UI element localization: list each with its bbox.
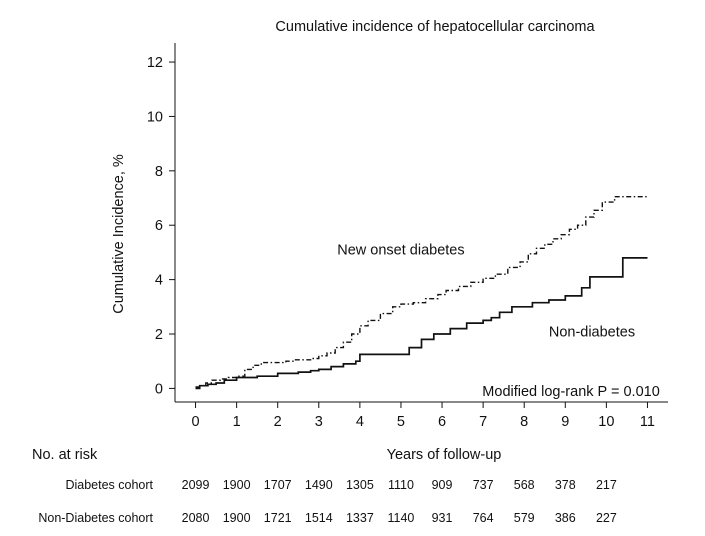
y-tick-label: 10 bbox=[147, 109, 163, 125]
x-tick-label: 9 bbox=[561, 414, 569, 430]
risk-count: 1490 bbox=[305, 478, 333, 492]
risk-count: 764 bbox=[473, 511, 494, 525]
risk-count: 1707 bbox=[264, 478, 292, 492]
series-line-non-diabetes bbox=[195, 257, 648, 390]
x-tick-label: 4 bbox=[356, 414, 364, 430]
x-tick-label: 7 bbox=[479, 414, 487, 430]
risk-count: 1721 bbox=[264, 511, 292, 525]
risk-count: 1900 bbox=[223, 478, 251, 492]
x-tick-label: 10 bbox=[598, 414, 614, 430]
y-axis-label: Cumulative Incidence, % bbox=[111, 154, 127, 314]
x-tick-label: 5 bbox=[397, 414, 405, 430]
risk-row-label: Diabetes cohort bbox=[65, 478, 153, 492]
risk-count: 386 bbox=[555, 511, 576, 525]
series-layer bbox=[195, 196, 648, 390]
x-tick-label: 2 bbox=[274, 414, 282, 430]
x-tick-label: 1 bbox=[233, 414, 241, 430]
risk-count: 1110 bbox=[388, 478, 414, 492]
risk-count: 2099 bbox=[182, 478, 210, 492]
new-onset-diabetes-label: New onset diabetes bbox=[337, 243, 464, 259]
risk-row-label: Non-Diabetes cohort bbox=[38, 511, 153, 525]
risk-count: 2080 bbox=[182, 511, 210, 525]
y-tick-label: 12 bbox=[147, 55, 163, 71]
risk-count: 217 bbox=[596, 478, 617, 492]
risk-table: Diabetes cohort 2099 1900 1707 1490 1305 1110 9… bbox=[38, 478, 617, 525]
x-axis-label: Years of follow-up bbox=[387, 447, 502, 463]
risk-count: 579 bbox=[514, 511, 535, 525]
risk-count: 378 bbox=[555, 478, 576, 492]
risk-count: 1337 bbox=[346, 511, 374, 525]
risk-count: 1305 bbox=[346, 478, 374, 492]
x-tick-label: 8 bbox=[520, 414, 528, 430]
x-tick-label: 6 bbox=[438, 414, 446, 430]
risk-table-title: No. at risk bbox=[32, 447, 98, 463]
y-tick-label: 6 bbox=[155, 218, 163, 234]
x-tick-label: 3 bbox=[315, 414, 323, 430]
annotation-layer: New onset diabetes Non-diabetes Modified l… bbox=[337, 243, 660, 400]
series-line-new-onset-diabetes bbox=[195, 196, 648, 388]
chart-title: Cumulative incidence of hepatocellular c… bbox=[275, 19, 595, 35]
x-tick-label: 11 bbox=[640, 414, 655, 430]
risk-count: 568 bbox=[514, 478, 535, 492]
y-tick-label: 4 bbox=[155, 273, 163, 289]
x-tick-label: 0 bbox=[192, 414, 200, 430]
log-rank-p-value: Modified log-rank P = 0.010 bbox=[482, 384, 659, 400]
risk-count: 1514 bbox=[305, 511, 333, 525]
y-tick-label: 0 bbox=[155, 381, 163, 397]
risk-count: 1900 bbox=[223, 511, 251, 525]
y-tick-label: 8 bbox=[155, 164, 163, 180]
risk-count: 931 bbox=[432, 511, 453, 525]
risk-count: 227 bbox=[596, 511, 617, 525]
non-diabetes-label: Non-diabetes bbox=[549, 324, 635, 340]
y-tick-label: 2 bbox=[155, 327, 163, 343]
risk-count: 737 bbox=[473, 478, 494, 492]
risk-count: 909 bbox=[432, 478, 453, 492]
risk-count: 1140 bbox=[388, 511, 415, 525]
